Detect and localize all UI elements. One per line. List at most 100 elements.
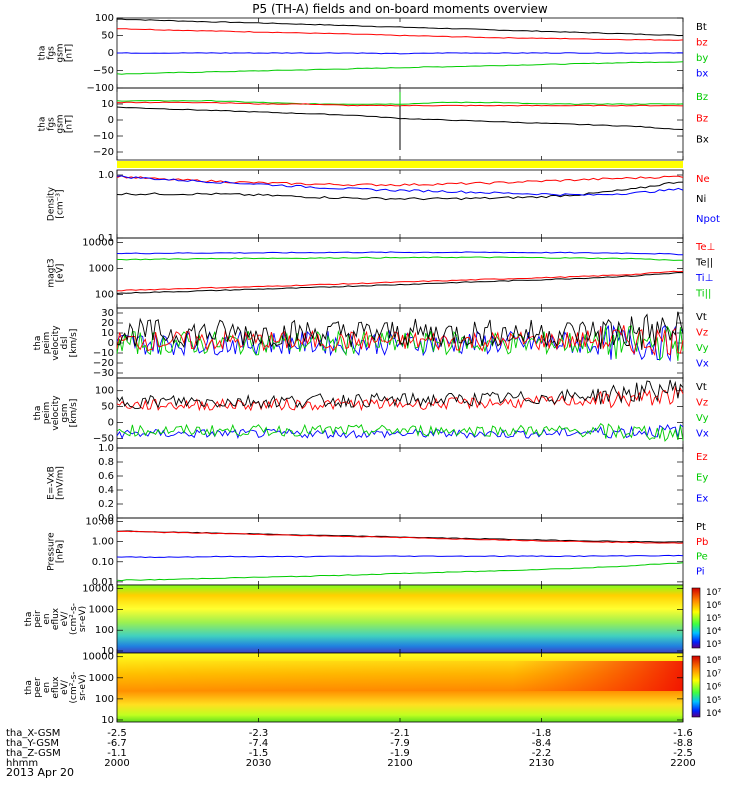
y-tick-label: 50: [101, 402, 114, 413]
series-line-vt: [116, 379, 684, 410]
legend: Bz Bz Bx: [696, 92, 709, 146]
legend-entry: Ti||: [695, 289, 711, 300]
legend: Vt Vz Vy Vx: [696, 382, 709, 440]
legend-entry: Bz: [696, 92, 708, 103]
ephemeris-row-label: hhmm: [6, 758, 38, 769]
y-tick-label: −50: [93, 433, 114, 444]
colorbar-tick-label: 10⁶: [706, 601, 721, 611]
y-tick-label: 0.4: [98, 485, 114, 496]
y-tick-label: 0: [108, 418, 114, 429]
ephemeris-value: -1.5: [249, 748, 269, 759]
ephemeris-value: -2.2: [532, 748, 552, 759]
legend-entry: Pb: [696, 537, 708, 548]
y-tick-label: 10.00: [85, 517, 114, 528]
colorbar-tick-label: 10³: [706, 640, 721, 650]
panel-8: 10.00 1.00 0.10 0.01 Pressure [nPa] Pt Pb Pe Pi: [47, 517, 709, 588]
legend-entry: Pe: [696, 552, 708, 563]
y-axis-label: E=-VxB [mV/m]: [47, 466, 66, 500]
y-tick-label: 1000: [89, 673, 114, 684]
series-line-vz: [116, 325, 684, 356]
y-tick-label: 0.10: [92, 557, 114, 568]
y-axis-label-line: gsm: [56, 114, 66, 133]
colorbar: 10⁷ 10⁶ 10⁵ 10⁴ 10³: [691, 587, 721, 650]
legend: Pt Pb Pe Pi: [696, 522, 708, 577]
legend-entry: Pt: [696, 522, 706, 533]
y-axis-label-line: (cm²-s-: [69, 671, 79, 703]
ephemeris-value: 2030: [246, 758, 271, 769]
y-axis-label-line: velocity: [51, 325, 61, 361]
colorbar-scale: [691, 655, 701, 718]
series-line-pe: [116, 562, 684, 582]
y-axis-label-line: tha: [33, 336, 43, 351]
y-tick-label: 0.01: [92, 577, 114, 588]
y-tick-label: 10: [101, 99, 114, 110]
y-tick-label: 0: [108, 338, 114, 349]
y-axis-label: magt3 [eV]: [47, 258, 66, 287]
legend-entry: Vt: [696, 382, 707, 393]
panel-frame: [116, 447, 684, 519]
y-tick-label: −20: [93, 358, 114, 369]
y-axis-label-line: [km/s]: [69, 399, 79, 428]
y-tick-label: 0.0: [98, 513, 114, 524]
series-line-vx: [116, 423, 684, 440]
y-tick-label: −20: [93, 147, 114, 158]
legend-entry: Vt: [696, 312, 707, 323]
y-tick-label: −30: [93, 368, 114, 379]
y-axis-label-line: tha: [38, 46, 48, 61]
y-tick-label: 1000: [89, 264, 114, 275]
y-tick-label: 0.8: [98, 457, 114, 468]
colorbar-tick-label: 10⁴: [706, 627, 721, 637]
ephemeris-value: 2130: [529, 758, 554, 769]
y-tick-label: 0.1: [98, 233, 114, 244]
y-tick-label: 10000: [82, 652, 114, 663]
colorbar-tick-label: 10⁶: [706, 683, 721, 693]
y-axis-label-line: tha: [24, 680, 34, 695]
y-axis-label: Density [cm⁻³]: [47, 186, 66, 221]
y-axis-label-line: tha: [38, 117, 48, 132]
legend: Ne Ni Npot: [696, 174, 720, 225]
ephemeris-value: -2.3: [249, 728, 269, 739]
series-line-bt: [117, 18, 684, 37]
y-axis-label-line: peim: [42, 332, 52, 355]
y-axis-label-line: fgs: [47, 117, 57, 131]
legend: Bt bz by bx: [696, 22, 708, 80]
legend-entry: Te||: [695, 258, 713, 269]
y-tick-label: 1.00: [92, 537, 114, 548]
y-tick-label: −50: [93, 66, 114, 77]
y-tick-label: 10000: [82, 238, 114, 249]
series-line-vy: [116, 422, 684, 442]
ephemeris-value: -2.5: [673, 748, 693, 759]
legend-entry: Ti⊥: [695, 273, 713, 284]
series-line-ne: [116, 175, 684, 187]
legend-entry: by: [696, 53, 708, 64]
colorbar-tick-label: 10⁵: [706, 614, 721, 624]
series-line-vt: [116, 311, 684, 350]
legend-entry: Ne: [696, 174, 710, 185]
panel-4: 10000 1000 100 magt3 [eV] Te⊥ Te|| Ti⊥ Ti||: [47, 237, 715, 309]
y-axis-label-line: [km/s]: [69, 329, 79, 358]
panel-2: 10 0 −10 −20 tha fgs gsm [nT] Bz Bz Bx: [38, 87, 709, 161]
panel-3: 1.0 0.1 Density [cm⁻³] Ne Ni Npot: [47, 169, 720, 244]
y-tick-label: 30: [101, 308, 114, 319]
panel-frame: [116, 237, 684, 309]
colorbar-tick-label: 10⁷: [706, 588, 721, 598]
date-label: 2013 Apr 20: [6, 766, 74, 779]
colorbar: 10⁸ 10⁷ 10⁶ 10⁵ 10⁴: [691, 655, 721, 719]
y-tick-label: 10: [101, 646, 114, 657]
legend: Vt Vz Vy Vx: [696, 312, 709, 370]
ephemeris-value: -1.6: [673, 728, 693, 739]
series-line-ni: [116, 181, 684, 201]
y-axis-label-line: peim: [42, 402, 52, 425]
y-tick-label: 10: [101, 328, 114, 339]
colorbar-tick-label: 10⁸: [706, 656, 721, 666]
panel-9: 10⁷ 10⁶ 10⁵ 10⁴ 10³ 10000 1000 100 10 tha peir en ef…: [24, 584, 721, 657]
ephemeris-value: -2.1: [390, 728, 410, 739]
series-line-bz: [117, 28, 684, 41]
y-tick-label: 10: [101, 715, 114, 726]
y-tick-label: 100: [95, 13, 114, 24]
series-line-pt: [116, 530, 684, 543]
legend-entry: Ey: [696, 473, 708, 484]
y-tick-label: 100: [95, 625, 114, 636]
y-axis-label-line: [eV]: [56, 264, 66, 283]
